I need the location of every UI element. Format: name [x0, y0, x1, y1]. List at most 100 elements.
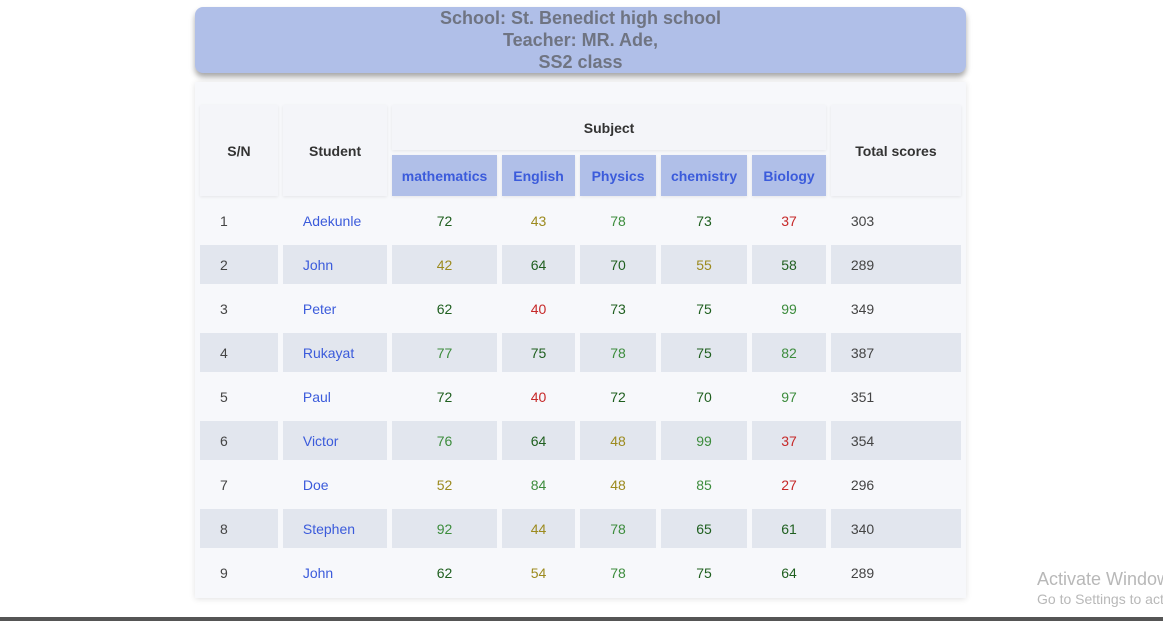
subject-header: Biology	[752, 155, 826, 196]
total-score: 296	[850, 476, 875, 493]
subject-score: 82	[752, 333, 826, 372]
serial-number: 5	[220, 388, 228, 405]
subject-score: 40	[530, 300, 547, 317]
student-name: Adekunle	[302, 212, 362, 229]
subject-score: 78	[580, 509, 656, 548]
class-name: SS2 class	[538, 52, 623, 72]
subject-score: 42	[392, 245, 497, 284]
col-student: Student	[282, 105, 388, 196]
subject-score: 84	[530, 476, 547, 493]
subject-row: mathematics English Physics chemistry Biolog…	[200, 155, 961, 196]
serial-number: 1	[220, 212, 228, 229]
serial-number: 6	[200, 421, 278, 460]
subject-score: 40	[530, 388, 547, 405]
student-row: 5 Paul 72 40 72 70 97 351	[200, 377, 961, 416]
serial-number: 7	[220, 476, 228, 493]
col-subject: Subject	[392, 105, 826, 150]
table-body: 1 Adekunle 72 43 78 73 37 303 2 John 42 64 70 55 58 289…	[200, 201, 961, 592]
subject-score: 92	[392, 509, 497, 548]
subject-score: 73	[696, 212, 712, 229]
subject-header: chemistry	[660, 155, 748, 196]
subject-score: 78	[610, 564, 626, 581]
total-score: 354	[830, 421, 961, 460]
teacher-name: Teacher: MR. Ade,	[502, 30, 659, 50]
school-name: School: St. Benedict high school	[439, 8, 721, 28]
subject-header: English	[501, 155, 576, 196]
table-container: S/N Student Subject Total scores mathema…	[195, 82, 966, 598]
subject-score: 97	[781, 388, 797, 405]
student-name: Stephen	[282, 509, 388, 548]
total-score: 289	[830, 245, 961, 284]
header: School: St. Benedict high school Teacher…	[195, 7, 966, 73]
student-row: 3 Peter 62 40 73 75 99 349	[200, 289, 961, 328]
total-score: 349	[850, 300, 875, 317]
subject-score: 77	[392, 333, 497, 372]
subject-score: 85	[696, 476, 712, 493]
student-row: 1 Adekunle 72 43 78 73 37 303	[200, 201, 961, 240]
subject-score: 99	[781, 300, 797, 317]
subject-score: 37	[752, 421, 826, 460]
subject-score: 62	[436, 564, 453, 581]
student-name: Victor	[282, 421, 388, 460]
student-name: Doe	[302, 476, 329, 493]
subject-score: 72	[610, 388, 626, 405]
subject-score: 48	[580, 421, 656, 460]
serial-number: 3	[220, 300, 228, 317]
student-name: Rukayat	[282, 333, 388, 372]
subject-score: 73	[610, 300, 626, 317]
subject-score: 75	[696, 300, 712, 317]
student-row: 8 Stephen 92 44 78 65 61 340	[200, 509, 961, 548]
subject-score: 78	[580, 333, 656, 372]
subject-score: 70	[580, 245, 656, 284]
col-sn: S/N	[200, 105, 278, 196]
student-name: Peter	[302, 300, 337, 317]
total-score: 351	[850, 388, 875, 405]
student-name: Paul	[302, 388, 331, 405]
subject-score: 27	[781, 476, 797, 493]
subject-score: 72	[436, 212, 453, 229]
subject-header: Physics	[580, 155, 656, 196]
subject-score: 43	[530, 212, 547, 229]
subject-score: 65	[660, 509, 748, 548]
subject-score: 64	[501, 245, 576, 284]
serial-number: 9	[220, 564, 228, 581]
subject-score: 52	[436, 476, 453, 493]
watermark-subtitle: Go to Settings to activate Windows.	[1037, 591, 1163, 607]
subject-score: 44	[501, 509, 576, 548]
student-name: John	[302, 564, 334, 581]
subject-score: 62	[436, 300, 453, 317]
total-score: 303	[850, 212, 875, 229]
taskbar-edge	[0, 617, 1163, 621]
total-score: 289	[850, 564, 875, 581]
subject-score: 72	[436, 388, 453, 405]
student-row: 6 Victor 76 64 48 99 37 354	[200, 421, 961, 460]
subject-score: 37	[781, 212, 797, 229]
subject-header: mathematics	[392, 155, 497, 196]
student-row: 4 Rukayat 77 75 78 75 82 387	[200, 333, 961, 372]
student-name: John	[282, 245, 388, 284]
subject-score: 54	[530, 564, 547, 581]
serial-number: 8	[200, 509, 278, 548]
subject-score: 75	[696, 564, 712, 581]
serial-number: 4	[200, 333, 278, 372]
student-row: 7 Doe 52 84 48 85 27 296	[200, 465, 961, 504]
student-row: 9 John 62 54 78 75 64 289	[200, 553, 961, 592]
subject-score: 58	[752, 245, 826, 284]
student-row: 2 John 42 64 70 55 58 289	[200, 245, 961, 284]
subject-score: 64	[781, 564, 797, 581]
score-table: S/N Student Subject Total scores mathema…	[195, 100, 966, 597]
subject-score: 75	[501, 333, 576, 372]
serial-number: 2	[200, 245, 278, 284]
watermark-title: Activate Windows	[1037, 569, 1163, 589]
subject-score: 48	[610, 476, 626, 493]
total-score: 340	[830, 509, 961, 548]
subject-score: 70	[696, 388, 712, 405]
subject-score: 76	[392, 421, 497, 460]
subject-score: 55	[660, 245, 748, 284]
subject-score: 75	[660, 333, 748, 372]
total-score: 387	[830, 333, 961, 372]
watermark: Activate Windows Go to Settings to activ…	[1037, 569, 1163, 607]
subject-score: 78	[610, 212, 626, 229]
subject-score: 61	[752, 509, 826, 548]
